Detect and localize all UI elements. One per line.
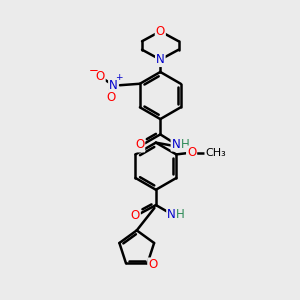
Text: O: O [187, 146, 196, 159]
Text: CH₃: CH₃ [206, 148, 226, 158]
Text: −: − [89, 64, 99, 77]
Text: O: O [148, 258, 158, 272]
Text: +: + [115, 74, 122, 82]
Text: H: H [181, 138, 189, 151]
Text: N: N [156, 53, 165, 66]
Text: N: N [109, 79, 118, 92]
Text: N: N [172, 138, 180, 151]
Text: O: O [131, 208, 140, 222]
Text: O: O [135, 139, 144, 152]
Text: N: N [167, 208, 176, 221]
Text: O: O [156, 25, 165, 38]
Text: H: H [176, 208, 185, 221]
Text: O: O [95, 70, 105, 83]
Text: O: O [106, 91, 116, 104]
